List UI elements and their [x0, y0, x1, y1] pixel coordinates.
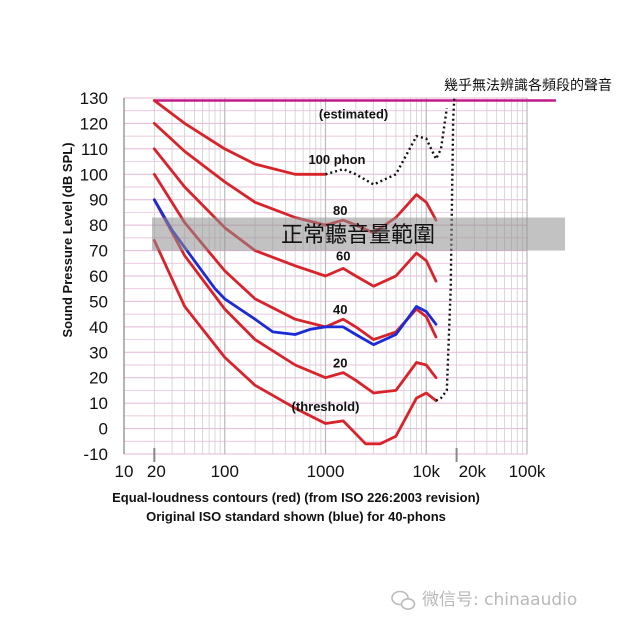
curve-label: (threshold) [292, 399, 360, 414]
curve-label: 20 [333, 356, 347, 371]
x-marker-label: 20 [147, 462, 166, 481]
curve-20 [152, 198, 438, 395]
normal-range-label: 正常聽音量範圍 [281, 223, 435, 248]
curve-estimated-extension [435, 97, 456, 402]
curves [152, 97, 556, 446]
curve--threshold- [152, 239, 438, 446]
y-tick-label: 110 [81, 140, 108, 159]
curve-label: (estimated) [319, 106, 388, 121]
curve-label: 40 [333, 302, 347, 317]
normal-range-band [152, 217, 565, 251]
curve-40 [152, 172, 438, 341]
watermark-text: 微信号: chinaaudio [422, 590, 577, 610]
y-tick-label: 10 [89, 394, 108, 413]
y-tick-label: -10 [83, 445, 108, 464]
x-tick-label: 10 [115, 462, 134, 481]
curve-40-phons-original-iso- [152, 198, 438, 347]
y-tick-label: 30 [89, 343, 108, 362]
x-tick-label: 1000 [307, 462, 345, 481]
y-axis-label: Sound Pressure Level (dB SPL) [60, 142, 75, 337]
y-tick-label: 90 [89, 191, 108, 210]
caption-line-1: Equal-loudness contours (red) (from ISO … [112, 490, 480, 505]
x-tick-label: 100k [509, 462, 546, 481]
curve-100-phon [152, 99, 327, 176]
top-limit-label: 幾乎無法辨識各頻段的聲音 [444, 77, 612, 94]
x-marker-label: 20k [459, 462, 487, 481]
caption-line-2: Original ISO standard shown (blue) for 4… [146, 509, 446, 524]
y-tick-label: 20 [89, 369, 108, 388]
curve-estimated-extension [325, 108, 448, 186]
y-tick-label: 0 [99, 420, 108, 439]
y-tick-label: 130 [80, 89, 108, 108]
curve-label: 100 phon [308, 152, 365, 167]
curve-label: 80 [333, 203, 347, 218]
y-tick-label: 50 [89, 292, 108, 311]
y-tick-label: 100 [80, 165, 108, 184]
y-tick-label: 120 [80, 114, 108, 133]
wechat-icon [391, 590, 416, 610]
y-tick-label: 60 [89, 267, 108, 286]
y-tick-label: 80 [89, 216, 108, 235]
x-tick-label: 100 [211, 462, 239, 481]
y-tick-label: 70 [89, 242, 108, 261]
wechat-watermark: 微信号: chinaaudio [391, 590, 577, 610]
x-tick-label: 10k [413, 462, 441, 481]
y-tick-label: 40 [89, 318, 108, 337]
curve-label: 60 [336, 249, 350, 264]
